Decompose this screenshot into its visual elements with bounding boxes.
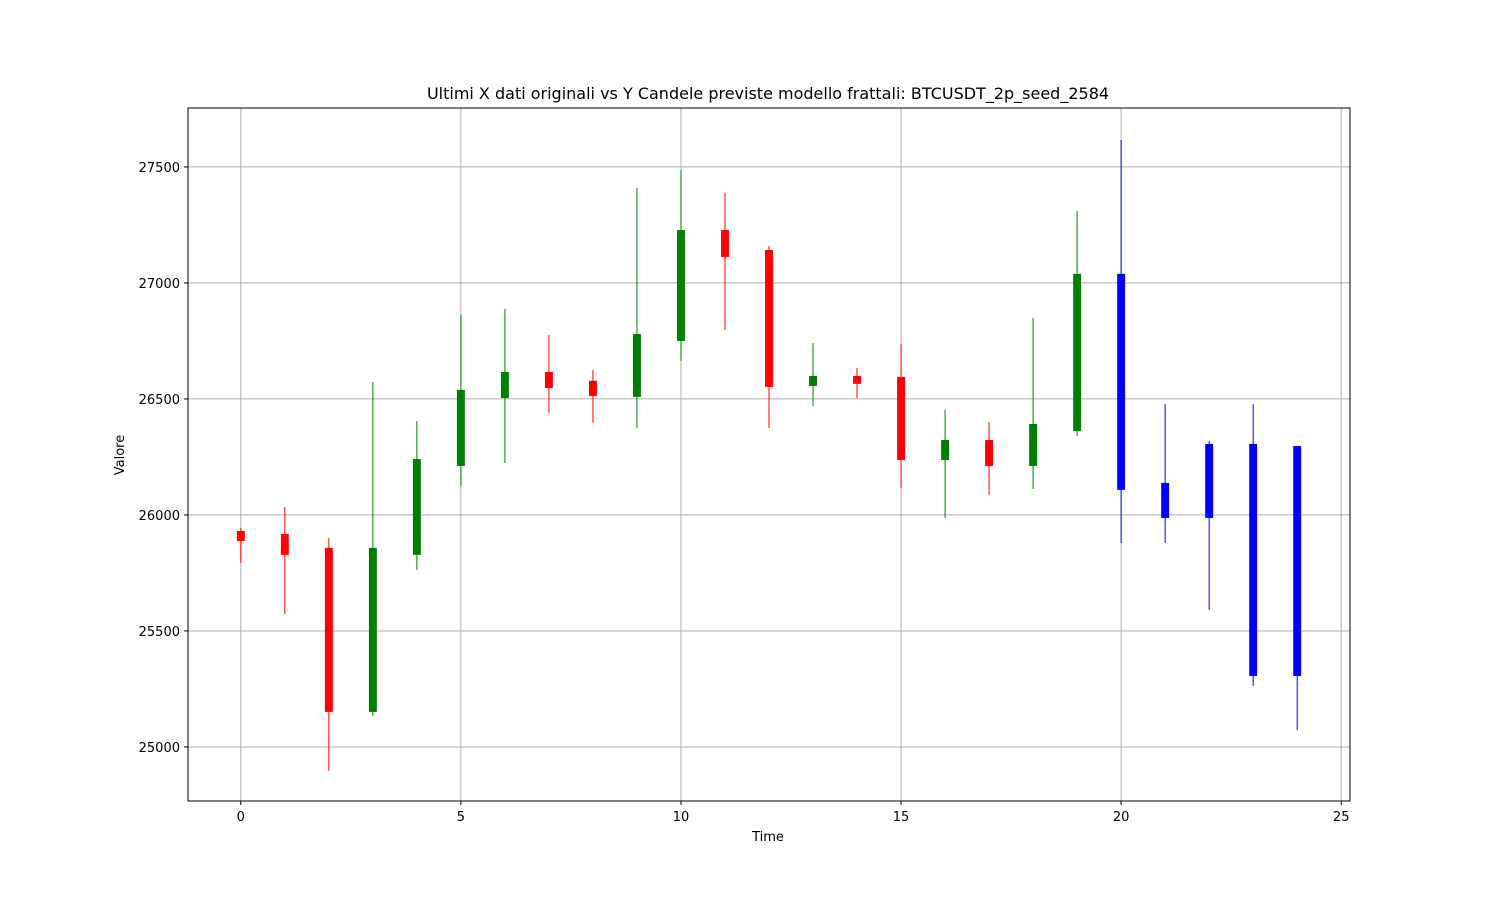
- candle-body: [1161, 482, 1170, 518]
- y-tick-label: 25500: [139, 625, 180, 640]
- candle-body: [544, 372, 553, 389]
- candle-body: [500, 372, 509, 399]
- y-tick-label: 27500: [139, 161, 180, 176]
- candle-body: [412, 459, 421, 555]
- candle-body: [1205, 443, 1214, 518]
- candle-body: [1293, 446, 1302, 676]
- candle-body: [324, 547, 333, 712]
- candle-body: [985, 439, 994, 466]
- chart-title: Ultimi X dati originali vs Y Candele pre…: [427, 84, 1109, 104]
- candle-body: [809, 375, 817, 386]
- x-axis-label: Time: [751, 830, 784, 845]
- plot-frame: [187, 107, 1351, 802]
- x-tick-label: 20: [1113, 810, 1130, 825]
- y-tick-label: 25000: [139, 741, 180, 756]
- candle-body: [721, 230, 729, 257]
- y-axis-label: Valore: [113, 435, 128, 475]
- candle-body: [765, 249, 773, 387]
- x-tick-label: 10: [673, 810, 690, 825]
- candle-body: [677, 230, 685, 341]
- x-tick-label: 25: [1333, 810, 1350, 825]
- candle-body: [588, 380, 597, 396]
- candle-body: [280, 533, 289, 555]
- candle-body: [853, 375, 861, 384]
- candle-body: [1073, 273, 1082, 431]
- candle-body: [897, 376, 906, 460]
- candle-body: [632, 333, 641, 397]
- candle-body: [1029, 423, 1038, 466]
- candle-body: [941, 439, 950, 460]
- x-tick-label: 15: [893, 810, 910, 825]
- x-tick-label: 0: [237, 810, 245, 825]
- candle-body: [456, 389, 465, 466]
- candle-body: [1117, 273, 1126, 490]
- y-tick-label: 26500: [139, 393, 180, 408]
- y-tick-label: 26000: [139, 509, 180, 524]
- candle-body: [236, 530, 245, 541]
- y-tick-label: 27000: [139, 277, 180, 292]
- candle-body: [368, 547, 377, 712]
- x-tick-label: 5: [457, 810, 465, 825]
- candle-body: [1249, 443, 1258, 676]
